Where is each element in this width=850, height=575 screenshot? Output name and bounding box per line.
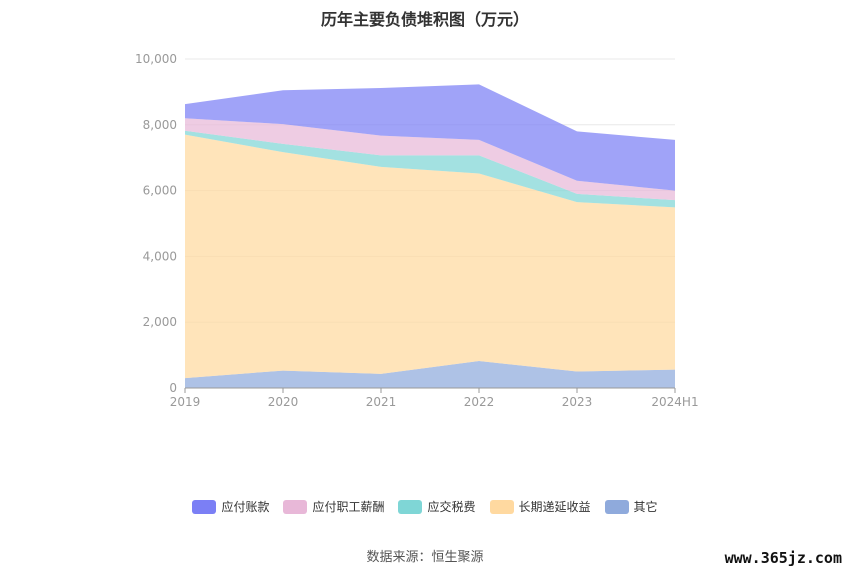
area-series <box>185 130 675 208</box>
legend-swatch <box>398 499 423 514</box>
legend-swatch <box>489 499 514 514</box>
y-tick-label: 0 <box>169 381 177 395</box>
area-series <box>185 134 675 379</box>
y-tick-label: 10,000 <box>135 52 177 66</box>
area-series <box>185 118 675 201</box>
x-tick-label: 2020 <box>268 395 299 409</box>
legend-swatch <box>604 499 629 514</box>
chart-title: 历年主要负债堆积图（万元） <box>320 10 529 29</box>
x-tick-label: 2019 <box>170 395 201 409</box>
legend-label: 长期递延收益 <box>518 500 591 514</box>
y-tick-label: 8,000 <box>143 118 177 132</box>
area-series <box>185 84 675 191</box>
legend-item-taxes-payable[interactable]: 应交税费 <box>398 498 476 515</box>
legend-item-employee-pay[interactable]: 应付职工薪酬 <box>283 498 384 515</box>
y-tick-label: 4,000 <box>143 249 177 263</box>
legend-item-deferred-income[interactable]: 长期递延收益 <box>489 498 591 515</box>
x-tick-label: 2023 <box>562 395 593 409</box>
x-tick-label: 2024H1 <box>651 395 698 409</box>
y-tick-label: 6,000 <box>143 184 177 198</box>
area-series <box>185 361 675 388</box>
legend-item-accounts-payable[interactable]: 应付账款 <box>192 498 269 515</box>
legend-label: 其它 <box>633 500 658 514</box>
x-tick-label: 2022 <box>464 395 495 409</box>
legend-label: 应付账款 <box>221 500 270 514</box>
legend-swatch <box>283 499 308 514</box>
data-source-note: 数据来源：恒生聚源 <box>366 550 484 565</box>
legend-swatch <box>192 499 217 514</box>
watermark: www.365jz.com <box>724 549 842 567</box>
legend-label: 应付职工薪酬 <box>312 500 385 514</box>
chart-legend: 应付账款 应付职工薪酬 应交税费 长期递延收益 其它 <box>0 498 850 515</box>
y-tick-label: 2,000 <box>143 315 177 329</box>
legend-label: 应交税费 <box>427 500 476 514</box>
x-tick-label: 2021 <box>366 395 397 409</box>
legend-item-other[interactable]: 其它 <box>604 498 658 515</box>
